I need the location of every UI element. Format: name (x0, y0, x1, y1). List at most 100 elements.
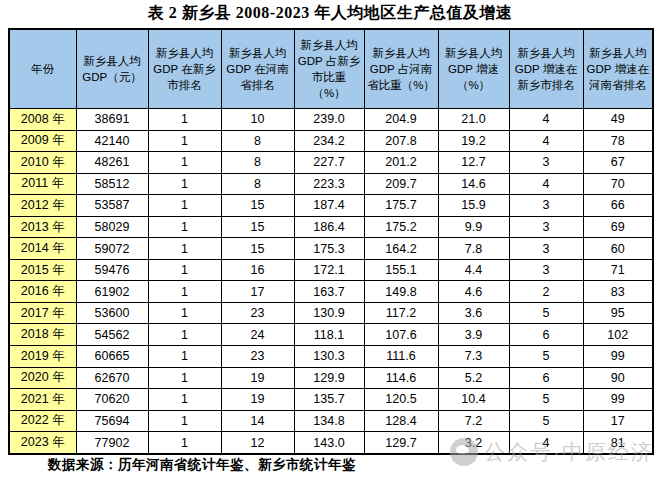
value-cell: 149.8 (364, 281, 438, 303)
value-cell: 1 (148, 432, 221, 454)
column-header: 年份 (9, 29, 76, 109)
column-header: 新乡县人均 GDP 占河南省比重（%） (364, 29, 438, 109)
year-cell: 2016 年 (9, 281, 76, 303)
value-cell: 7.2 (438, 410, 509, 432)
table-row: 2022 年75694114134.8128.47.2517 (9, 410, 653, 432)
column-header: 新乡县人均 GDP 增速在河南省排名 (583, 29, 653, 109)
table-row: 2014 年59072115175.3164.27.8360 (9, 238, 653, 260)
value-cell: 1 (148, 173, 221, 195)
value-cell: 175.3 (294, 238, 364, 260)
value-cell: 3.9 (438, 324, 509, 346)
column-header: 新乡县人均 GDP 在新乡市排名 (148, 29, 221, 109)
value-cell: 1 (148, 259, 221, 281)
value-cell: 12 (221, 432, 294, 454)
value-cell: 8 (221, 173, 294, 195)
year-cell: 2010 年 (9, 152, 76, 174)
year-cell: 2014 年 (9, 238, 76, 260)
value-cell: 49 (583, 109, 653, 131)
value-cell: 3 (509, 195, 583, 217)
value-cell: 99 (583, 389, 653, 411)
column-header: 新乡县人均 GDP 增速在新乡市排名 (509, 29, 583, 109)
value-cell: 2 (509, 281, 583, 303)
value-cell: 24 (221, 324, 294, 346)
value-cell: 1 (148, 109, 221, 131)
value-cell: 3 (509, 259, 583, 281)
value-cell: 19 (221, 389, 294, 411)
value-cell: 83 (583, 281, 653, 303)
value-cell: 1 (148, 324, 221, 346)
value-cell: 155.1 (364, 259, 438, 281)
value-cell: 227.7 (294, 152, 364, 174)
year-cell: 2020 年 (9, 367, 76, 389)
year-cell: 2017 年 (9, 302, 76, 324)
value-cell: 77902 (76, 432, 148, 454)
value-cell: 17 (583, 410, 653, 432)
value-cell: 118.1 (294, 324, 364, 346)
value-cell: 58512 (76, 173, 148, 195)
value-cell: 143.0 (294, 432, 364, 454)
value-cell: 78 (583, 130, 653, 152)
value-cell: 187.4 (294, 195, 364, 217)
value-cell: 239.0 (294, 109, 364, 131)
value-cell: 10 (221, 109, 294, 131)
value-cell: 5 (509, 346, 583, 368)
value-cell: 3.6 (438, 302, 509, 324)
value-cell: 129.9 (294, 367, 364, 389)
value-cell: 1 (148, 367, 221, 389)
year-cell: 2023 年 (9, 432, 76, 454)
value-cell: 48261 (76, 152, 148, 174)
value-cell: 38691 (76, 109, 148, 131)
value-cell: 223.3 (294, 173, 364, 195)
value-cell: 102 (583, 324, 653, 346)
value-cell: 186.4 (294, 216, 364, 238)
value-cell: 175.7 (364, 195, 438, 217)
column-header: 新乡县人均 GDP 增速（%） (438, 29, 509, 109)
value-cell: 3 (509, 216, 583, 238)
table-row: 2011 年5851218223.3209.714.6470 (9, 173, 653, 195)
table-row: 2010 年4826118227.7201.212.7367 (9, 152, 653, 174)
value-cell: 4 (509, 109, 583, 131)
value-cell: 4 (509, 173, 583, 195)
gdp-table: 年份新乡县人均 GDP（元）新乡县人均 GDP 在新乡市排名新乡县人均 GDP … (8, 28, 654, 455)
table-body: 2008 年38691110239.0204.921.04492009 年421… (9, 109, 653, 455)
value-cell: 1 (148, 346, 221, 368)
value-cell: 7.8 (438, 238, 509, 260)
year-cell: 2009 年 (9, 130, 76, 152)
value-cell: 23 (221, 302, 294, 324)
value-cell: 1 (148, 410, 221, 432)
value-cell: 75694 (76, 410, 148, 432)
year-cell: 2018 年 (9, 324, 76, 346)
value-cell: 59476 (76, 259, 148, 281)
value-cell: 70620 (76, 389, 148, 411)
value-cell: 17 (221, 281, 294, 303)
value-cell: 1 (148, 195, 221, 217)
value-cell: 19 (221, 367, 294, 389)
value-cell: 21.0 (438, 109, 509, 131)
header-row: 年份新乡县人均 GDP（元）新乡县人均 GDP 在新乡市排名新乡县人均 GDP … (9, 29, 653, 109)
value-cell: 67 (583, 152, 653, 174)
year-cell: 2022 年 (9, 410, 76, 432)
value-cell: 107.6 (364, 324, 438, 346)
value-cell: 234.2 (294, 130, 364, 152)
value-cell: 209.7 (364, 173, 438, 195)
table-row: 2021 年70620119135.7120.510.4599 (9, 389, 653, 411)
year-cell: 2012 年 (9, 195, 76, 217)
table-row: 2016 年61902117163.7149.84.6283 (9, 281, 653, 303)
value-cell: 1 (148, 389, 221, 411)
value-cell: 3.2 (438, 432, 509, 454)
value-cell: 130.9 (294, 302, 364, 324)
value-cell: 6 (509, 324, 583, 346)
value-cell: 10.4 (438, 389, 509, 411)
year-cell: 2015 年 (9, 259, 76, 281)
value-cell: 8 (221, 152, 294, 174)
value-cell: 3 (509, 238, 583, 260)
value-cell: 60665 (76, 346, 148, 368)
year-cell: 2008 年 (9, 109, 76, 131)
value-cell: 42140 (76, 130, 148, 152)
value-cell: 53587 (76, 195, 148, 217)
year-cell: 2019 年 (9, 346, 76, 368)
value-cell: 114.6 (364, 367, 438, 389)
value-cell: 120.5 (364, 389, 438, 411)
value-cell: 61902 (76, 281, 148, 303)
value-cell: 117.2 (364, 302, 438, 324)
